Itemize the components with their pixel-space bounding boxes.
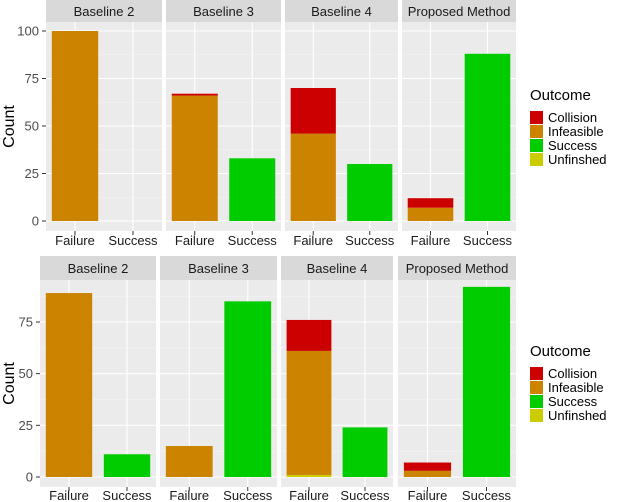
- x-tick-label: Failure: [49, 488, 89, 502]
- bar-infeasible-failure: [51, 31, 99, 221]
- x-tick-label: Success: [463, 233, 513, 248]
- y-tick-label: 75: [19, 315, 33, 330]
- y-tick-label: 25: [19, 418, 33, 433]
- legend-label-infeasible: Infeasible: [548, 380, 604, 395]
- facet-strip: [46, 0, 162, 22]
- x-tick-label: Success: [345, 233, 395, 248]
- bar-infeasible-failure: [407, 207, 454, 221]
- bar-infeasible-failure: [171, 95, 218, 221]
- facet-strip-label: Baseline 3: [188, 261, 249, 276]
- legend-key-unfinshed: [530, 409, 543, 422]
- facet-strip-label: Baseline 2: [74, 4, 135, 19]
- bar-collision-failure: [171, 93, 218, 96]
- facet-strip-label: Proposed Method: [406, 261, 509, 276]
- facet-panel-1: Baseline 2 Failure Success: [46, 0, 162, 248]
- legend-label-collision: Collision: [548, 366, 597, 381]
- facet-strip-label: Proposed Method: [408, 4, 511, 19]
- bar-success-success: [342, 427, 388, 477]
- x-tick-label: Failure: [293, 233, 333, 248]
- facet-strip-label: Baseline 2: [68, 261, 129, 276]
- facet-panel-3: Baseline 4 Failure Success: [285, 0, 398, 248]
- legend-key-success: [530, 395, 543, 408]
- facet-strip: [166, 0, 281, 22]
- legend-label-success: Success: [548, 138, 598, 153]
- legend-key-infeasible: [530, 125, 543, 138]
- x-tick-label: Failure: [289, 488, 329, 502]
- legend: Outcome CollisionInfeasibleSuccessUnfinsh…: [530, 343, 607, 423]
- legend-key-infeasible: [530, 381, 543, 394]
- bar-success-success: [347, 164, 393, 221]
- facet-strip-label: Baseline 4: [311, 4, 372, 19]
- legend-title: Outcome: [530, 87, 591, 104]
- facet-panel-1: Baseline 2 Failure Success: [40, 256, 156, 502]
- x-tick-label: Success: [102, 488, 152, 502]
- bar-success-success: [103, 454, 151, 477]
- x-tick-label: Failure: [169, 488, 209, 502]
- bar-collision-failure: [286, 319, 332, 351]
- bar-infeasible-failure: [286, 350, 332, 475]
- y-tick-label: 0: [26, 470, 33, 485]
- bar-collision-failure: [290, 88, 336, 134]
- bar-success-success: [462, 286, 511, 477]
- y-axis-label: Count: [1, 105, 18, 148]
- x-tick-label: Failure: [411, 233, 451, 248]
- legend-key-unfinshed: [530, 153, 543, 166]
- legend-label-collision: Collision: [548, 110, 597, 125]
- y-tick-label: 100: [17, 24, 39, 39]
- x-tick-label: Success: [340, 488, 390, 502]
- y-tick-label: 0: [32, 214, 39, 229]
- bar-unfinshed-failure: [286, 474, 332, 477]
- x-tick-label: Success: [462, 488, 512, 502]
- bar-infeasible-failure: [403, 470, 452, 477]
- bar-success-success: [224, 301, 272, 477]
- bar-infeasible-failure: [45, 293, 93, 477]
- facet-strip: [281, 256, 393, 280]
- bar-infeasible-failure: [165, 446, 213, 477]
- y-tick-label: 50: [25, 119, 39, 134]
- bar-collision-failure: [407, 198, 454, 208]
- facet-panel-4: Proposed Method Failure Success: [402, 0, 516, 248]
- x-tick-label: Failure: [175, 233, 215, 248]
- legend-label-success: Success: [548, 394, 598, 409]
- x-tick-label: Success: [108, 233, 158, 248]
- x-tick-label: Success: [228, 233, 278, 248]
- y-axis-label: Count: [1, 362, 18, 405]
- bar-success-success: [229, 158, 276, 221]
- facet-panel-2: Baseline 3 Failure Success: [166, 0, 281, 248]
- facet-strip: [285, 0, 398, 22]
- facet-strip: [398, 256, 516, 280]
- legend-key-success: [530, 139, 543, 152]
- facet-strip: [402, 0, 516, 22]
- bar-success-success: [464, 53, 511, 221]
- x-tick-label: Success: [223, 488, 273, 502]
- legend-label-unfinshed: Unfinshed: [548, 152, 607, 167]
- x-tick-label: Failure: [55, 233, 95, 248]
- facet-strip: [40, 256, 156, 280]
- bar-infeasible-failure: [290, 133, 336, 221]
- legend-label-infeasible: Infeasible: [548, 124, 604, 139]
- facet-panel-4: Proposed Method Failure Success: [398, 256, 516, 502]
- y-tick-label: 50: [19, 366, 33, 381]
- y-tick-label: 25: [25, 166, 39, 181]
- y-tick-label: 75: [25, 71, 39, 86]
- bar-collision-failure: [403, 462, 452, 471]
- x-tick-label: Failure: [408, 488, 448, 502]
- legend-title: Outcome: [530, 343, 591, 360]
- facet-strip-label: Baseline 3: [193, 4, 254, 19]
- facet-strip-label: Baseline 4: [307, 261, 368, 276]
- legend: Outcome CollisionInfeasibleSuccessUnfinsh…: [530, 87, 607, 167]
- legend-label-unfinshed: Unfinshed: [548, 408, 607, 423]
- facet-strip: [160, 256, 277, 280]
- legend-key-collision: [530, 111, 543, 124]
- facet-panel-2: Baseline 3 Failure Success: [160, 256, 277, 502]
- legend-key-collision: [530, 367, 543, 380]
- facet-panel-3: Baseline 4 Failure Success: [281, 256, 393, 502]
